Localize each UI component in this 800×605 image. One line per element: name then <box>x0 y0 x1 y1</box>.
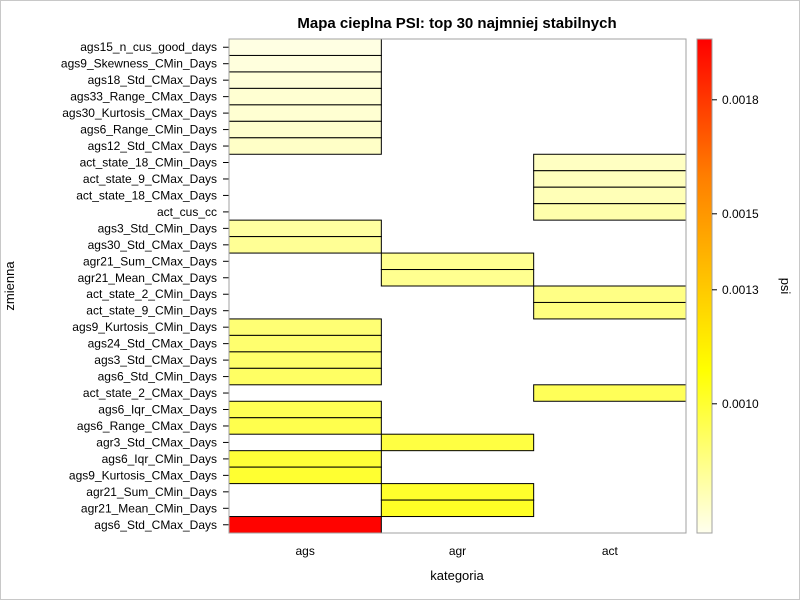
colorbar-tick-label: 0.0015 <box>722 207 759 221</box>
y-tick-label: agr21_Mean_CMax_Days <box>78 271 217 285</box>
y-tick-label: agr21_Sum_CMax_Days <box>83 254 217 268</box>
y-tick-label: ags3_Std_CMax_Days <box>94 353 217 367</box>
y-tick-label: agr3_Std_CMax_Days <box>96 435 217 449</box>
y-tick-label: act_state_18_CMax_Days <box>76 188 217 202</box>
y-tick-label: ags30_Std_CMax_Days <box>88 238 217 252</box>
heatmap-cell <box>380 499 535 518</box>
y-axis-label: zmienna <box>2 261 17 311</box>
y-tick-label: ags6_Range_CMin_Days <box>80 123 217 137</box>
colorbar-tick-label: 0.0013 <box>722 283 759 297</box>
y-tick-label: ags12_Std_CMax_Days <box>88 139 217 153</box>
y-tick-label: ags6_Range_CMax_Days <box>77 419 217 433</box>
chart-title: Mapa cieplna PSI: top 30 najmniej stabil… <box>297 15 616 32</box>
y-tick-label: ags24_Std_CMax_Days <box>88 337 217 351</box>
y-tick-label: ags18_Std_CMax_Days <box>88 73 217 87</box>
y-tick-label: ags6_Std_CMax_Days <box>94 518 217 532</box>
y-tick-label: act_state_2_CMin_Days <box>86 287 217 301</box>
x-tick-label: ags <box>295 544 314 558</box>
y-tick-label: ags30_Kurtosis_CMax_Days <box>62 106 217 120</box>
y-tick-label: ags15_n_cus_good_days <box>80 40 217 54</box>
y-tick-label: agr21_Mean_CMin_Days <box>81 501 217 515</box>
y-tick-labels: ags15_n_cus_good_days ags9_Skewness_CMin_… <box>61 40 229 532</box>
colorbar <box>696 38 713 534</box>
y-tick-label: ags6_Iqr_CMin_Days <box>102 452 217 466</box>
y-tick-label: act_cus_cc <box>157 205 217 219</box>
y-tick-label: agr21_Sum_CMin_Days <box>86 485 217 499</box>
y-tick-label: ags6_Std_CMin_Days <box>98 370 217 384</box>
y-tick-label: act_state_9_CMin_Days <box>86 304 217 318</box>
colorbar-tick-label: 0.0010 <box>722 397 759 411</box>
heatmap-cell <box>380 433 535 452</box>
x-axis-label: kategoria <box>430 568 484 583</box>
y-tick-label: act_state_2_CMax_Days <box>83 386 217 400</box>
y-tick-label: ags6_Iqr_CMax_Days <box>98 403 217 417</box>
y-tick-label: ags9_Kurtosis_CMin_Days <box>72 320 217 334</box>
x-tick-label: act <box>602 544 619 558</box>
plot-area-border <box>228 38 687 534</box>
x-tick-labels: ags agr act <box>295 544 618 558</box>
y-tick-label: ags3_Std_CMin_Days <box>98 221 217 235</box>
heatmap-cells <box>228 38 687 534</box>
y-tick-label: ags9_Skewness_CMin_Days <box>61 57 217 71</box>
y-tick-label: ags33_Range_CMax_Days <box>70 90 217 104</box>
y-tick-label: act_state_18_CMin_Days <box>80 156 217 170</box>
heatmap-cell <box>380 269 535 287</box>
colorbar-tick-label: 0.0018 <box>722 93 759 107</box>
y-tick-label: ags9_Kurtosis_CMax_Days <box>69 468 217 482</box>
x-tick-label: agr <box>449 544 466 558</box>
y-tick-label: act_state_9_CMax_Days <box>83 172 217 186</box>
colorbar-ticks: 0.0010 0.0013 0.0015 0.0018 <box>712 93 759 411</box>
colorbar-label: psi <box>778 278 793 295</box>
